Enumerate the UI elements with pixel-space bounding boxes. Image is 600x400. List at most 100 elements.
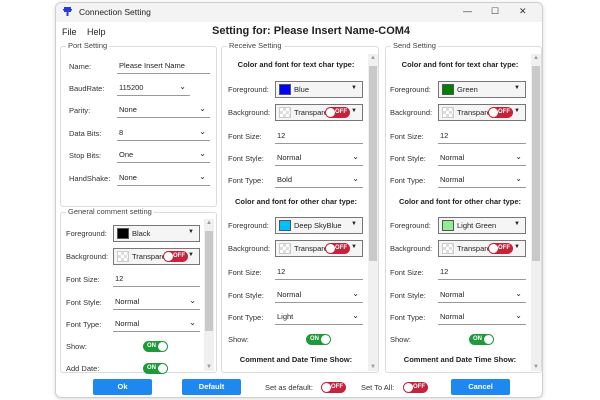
dropdown-arrow-icon: ▼ xyxy=(514,108,520,114)
chevron-down-icon: ⌄ xyxy=(352,311,359,320)
font-style-label: Font Style: xyxy=(66,298,102,307)
data-bits-value: 8 xyxy=(119,128,124,137)
font-type-dropdown[interactable]: Normal ⌄ xyxy=(438,310,526,325)
scrollbar[interactable]: ▲ ▼ xyxy=(204,219,214,371)
chevron-down-icon: ⌄ xyxy=(189,318,196,327)
font-size-input[interactable]: 12 xyxy=(438,129,526,144)
color-swatch xyxy=(442,84,454,95)
toggle-state: OFF xyxy=(335,109,347,115)
background-color-name: Transpare xyxy=(457,244,491,253)
close-button[interactable]: ✕ xyxy=(519,6,527,16)
color-swatch xyxy=(279,84,291,95)
parity-label: Parity: xyxy=(69,106,91,115)
background-color-combo[interactable]: Transpare OFF ▼ xyxy=(438,240,526,257)
toggle-knob xyxy=(326,108,335,117)
toggle-state: ON xyxy=(310,336,319,342)
font-style-dropdown[interactable]: Normal ⌄ xyxy=(275,151,363,166)
font-style-label: Font Style: xyxy=(228,291,264,300)
show-toggle[interactable]: ON xyxy=(306,334,331,345)
font-style-dropdown[interactable]: Normal ⌄ xyxy=(438,151,526,166)
set-as-default-label: Set as default: xyxy=(265,383,313,392)
data-bits-dropdown[interactable]: 8 ⌄ xyxy=(117,126,210,141)
foreground-color-combo[interactable]: Blue ▼ xyxy=(275,81,363,98)
font-type-dropdown[interactable]: Normal ⌄ xyxy=(438,173,526,188)
group-title: Port Setting xyxy=(66,41,110,50)
general-comment-group: General comment setting ▲ ▼ Foreground: Bl… xyxy=(60,207,217,374)
font-type-dropdown[interactable]: Light ⌄ xyxy=(275,310,363,325)
font-size-input[interactable]: 12 xyxy=(275,265,363,280)
chevron-down-icon: ⌄ xyxy=(189,296,196,305)
set-to-all-toggle[interactable]: OFF xyxy=(403,382,428,393)
dropdown-arrow-icon: ▼ xyxy=(351,85,357,91)
transparent-toggle[interactable]: OFF xyxy=(325,107,350,118)
foreground-color-combo[interactable]: Deep SkyBlue ▼ xyxy=(275,217,363,234)
font-style-dropdown[interactable]: Normal ⌄ xyxy=(438,288,526,303)
font-style-dropdown[interactable]: Normal ⌄ xyxy=(275,288,363,303)
maximize-button[interactable]: ☐ xyxy=(491,6,500,16)
toggle-state: ON xyxy=(473,336,482,342)
scrollbar[interactable]: ▲ ▼ xyxy=(368,54,378,371)
font-style-label: Font Style: xyxy=(228,154,264,163)
font-type-dropdown[interactable]: Bold ⌄ xyxy=(275,173,363,188)
transparent-toggle[interactable]: OFF xyxy=(325,243,350,254)
toggle-knob xyxy=(158,342,167,351)
cancel-button[interactable]: Cancel xyxy=(451,379,510,395)
background-label: Background: xyxy=(390,244,433,253)
font-style-dropdown[interactable]: Normal ⌄ xyxy=(113,295,200,310)
font-type-label: Font Type: xyxy=(66,320,102,329)
font-size-label: Font Size: xyxy=(228,268,262,277)
font-size-input[interactable]: 12 xyxy=(438,265,526,280)
background-label: Background: xyxy=(390,108,433,117)
handshake-dropdown[interactable]: None ⌄ xyxy=(117,171,210,186)
menu-help[interactable]: Help xyxy=(87,27,106,37)
scrollbar[interactable]: ▲ ▼ xyxy=(531,54,541,371)
chevron-down-icon: ⌄ xyxy=(352,174,359,183)
set-as-default-toggle[interactable]: OFF xyxy=(321,382,346,393)
set-to-all-label: Set To All: xyxy=(361,383,395,392)
parity-dropdown[interactable]: None ⌄ xyxy=(117,103,210,118)
foreground-color-combo[interactable]: Light Green ▼ xyxy=(438,217,526,234)
background-color-name: Transpare xyxy=(294,244,328,253)
foreground-color-combo[interactable]: Green ▼ xyxy=(438,81,526,98)
stop-bits-dropdown[interactable]: One ⌄ xyxy=(117,148,210,163)
font-type-label: Font Type: xyxy=(390,313,426,322)
transparent-toggle[interactable]: OFF xyxy=(163,251,188,262)
font-type-dropdown[interactable]: Normal ⌄ xyxy=(113,317,200,332)
section-header: Color and font for other char type: xyxy=(398,197,522,206)
handshake-label: HandShake: xyxy=(69,174,111,183)
toggle-knob xyxy=(489,108,498,117)
add-date-toggle[interactable]: ON xyxy=(143,363,168,374)
font-type-value: Normal xyxy=(440,312,465,321)
font-size-input[interactable]: 12 xyxy=(113,272,200,287)
font-style-value: Normal xyxy=(277,290,302,299)
group-title: Receive Setting xyxy=(227,41,284,50)
name-input[interactable]: Please Insert Name xyxy=(117,59,210,74)
default-button[interactable]: Default xyxy=(182,379,241,395)
dropdown-arrow-icon: ▼ xyxy=(351,108,357,114)
show-toggle[interactable]: ON xyxy=(143,341,168,352)
font-size-label: Font Size: xyxy=(390,268,424,277)
ok-button[interactable]: Ok xyxy=(93,379,152,395)
group-title: General comment setting xyxy=(66,207,154,216)
transparent-toggle[interactable]: OFF xyxy=(488,243,513,254)
foreground-color-combo[interactable]: Black ▼ xyxy=(113,225,200,242)
background-color-combo[interactable]: Transpare OFF ▼ xyxy=(275,240,363,257)
background-color-combo[interactable]: Transpare OFF ▼ xyxy=(438,104,526,121)
show-toggle[interactable]: ON xyxy=(469,334,494,345)
toggle-knob xyxy=(489,244,498,253)
transparent-swatch-icon xyxy=(279,107,291,118)
show-label: Show: xyxy=(66,342,87,351)
transparent-swatch-icon xyxy=(117,251,129,262)
transparent-toggle[interactable]: OFF xyxy=(488,107,513,118)
font-type-value: Light xyxy=(277,312,294,321)
font-size-input[interactable]: 12 xyxy=(275,129,363,144)
title-bar: Connection Setting — ☐ ✕ xyxy=(56,3,542,22)
dropdown-arrow-icon: ▼ xyxy=(514,221,520,227)
background-color-combo[interactable]: Transpare OFF ▼ xyxy=(113,248,200,265)
background-color-combo[interactable]: Transpare OFF ▼ xyxy=(275,104,363,121)
baudrate-dropdown[interactable]: 115200 ⌄ xyxy=(117,81,190,96)
minimize-button[interactable]: — xyxy=(463,6,472,16)
chevron-down-icon: ⌄ xyxy=(352,152,359,161)
menu-file[interactable]: File xyxy=(62,27,77,37)
foreground-label: Foreground: xyxy=(390,221,431,230)
